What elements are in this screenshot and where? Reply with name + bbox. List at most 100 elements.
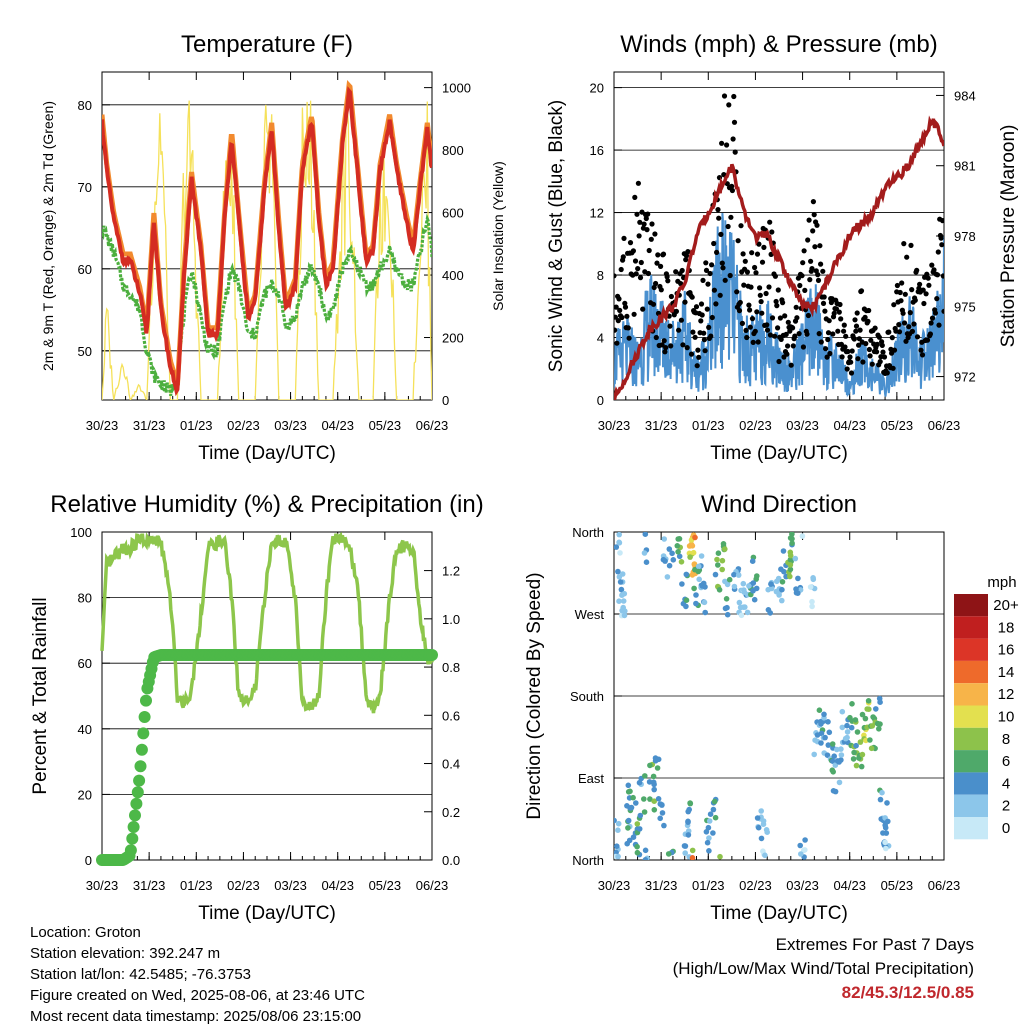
- gust-point: [662, 349, 668, 355]
- gust-point: [924, 271, 930, 277]
- gust-point: [748, 284, 754, 290]
- gust-point: [737, 299, 743, 306]
- extremes-values: 82/45.3/12.5/0.85: [841, 983, 974, 1002]
- legend-swatch: [954, 727, 988, 751]
- wind-direction-point: [625, 817, 632, 824]
- gust-point: [717, 292, 723, 298]
- direction-xtick-label: 06/23: [928, 878, 961, 893]
- wind-direction-point: [798, 851, 804, 857]
- wind-direction-point: [750, 580, 757, 586]
- gust-point: [877, 359, 883, 365]
- gust-point: [831, 310, 837, 316]
- gust-point: [721, 93, 728, 99]
- wind-direction-point: [626, 837, 633, 844]
- total-rainfall-point: [130, 797, 143, 810]
- gust-point: [817, 243, 823, 249]
- wind-direction-point: [848, 724, 855, 731]
- winds-y2tick-label: 978: [954, 229, 976, 244]
- wind-direction-point: [614, 544, 620, 550]
- wind-direction-point: [661, 822, 667, 829]
- humidity-y2tick-label: 1.0: [442, 612, 460, 627]
- gust-point: [703, 267, 710, 273]
- gust-point: [740, 251, 746, 257]
- gust-point: [881, 354, 888, 360]
- wind-direction-point: [842, 735, 849, 742]
- gust-point: [901, 320, 908, 326]
- gust-point: [631, 311, 637, 317]
- wind-direction-point: [682, 843, 689, 849]
- gust-point: [749, 250, 755, 256]
- gust-point: [720, 265, 726, 271]
- wind-direction-point: [873, 706, 879, 712]
- wind-direction-point: [876, 726, 882, 732]
- wind-direction-point: [779, 586, 785, 593]
- wind-direction-point: [641, 550, 648, 556]
- legend-label: 10: [998, 709, 1015, 726]
- gust-point: [766, 284, 772, 290]
- gust-point: [785, 319, 791, 325]
- gust-point: [620, 254, 626, 260]
- legend-label: 20+: [993, 597, 1019, 614]
- direction-xtick-label: 04/23: [833, 878, 866, 893]
- direction-ytick-label: South: [570, 689, 604, 704]
- wind-direction-point: [679, 581, 685, 587]
- wind-direction-point: [787, 562, 794, 568]
- wind-direction-point: [865, 698, 872, 704]
- gust-point: [668, 343, 674, 349]
- wind-direction-point: [838, 746, 844, 752]
- gust-point: [618, 266, 624, 273]
- gust-point: [747, 324, 753, 330]
- legend-label: 0: [1002, 820, 1010, 837]
- gust-point: [783, 331, 789, 337]
- wind-direction-point: [614, 843, 620, 849]
- gust-point: [757, 285, 763, 291]
- wind-direction-point: [712, 814, 719, 821]
- dewpoint-line: [102, 213, 432, 397]
- winds-xtick-label: 01/23: [692, 418, 725, 433]
- gust-point: [706, 324, 712, 330]
- gust-point: [931, 267, 937, 273]
- wind-direction-point: [621, 612, 628, 619]
- gust-point: [857, 327, 863, 333]
- gust-point: [874, 349, 880, 355]
- wind-direction-point: [822, 734, 828, 741]
- wind-direction-point: [818, 730, 825, 737]
- winds-xtick-label: 30/23: [598, 418, 631, 433]
- gust-point: [874, 341, 880, 347]
- gust-point: [726, 102, 732, 108]
- gust-point: [736, 308, 743, 314]
- gust-point: [695, 347, 701, 353]
- wind-direction-point: [615, 568, 621, 575]
- wind-direction-point: [731, 571, 737, 578]
- gust-point: [653, 280, 659, 287]
- legend-label: 18: [998, 619, 1015, 636]
- gust-point: [856, 342, 862, 348]
- gust-point: [649, 221, 655, 227]
- wind-direction-point: [738, 612, 745, 619]
- wind-direction-point: [651, 798, 657, 804]
- direction-frame: [613, 531, 945, 861]
- wind-direction-point: [816, 707, 823, 713]
- wind-direction-point: [651, 786, 657, 793]
- legend-swatch: [954, 794, 988, 817]
- gust-point: [673, 269, 679, 275]
- wind-direction-point: [669, 550, 675, 557]
- gust-point: [780, 300, 786, 306]
- gust-point: [758, 299, 764, 305]
- wind-direction-point: [710, 830, 716, 836]
- gust-point: [792, 333, 798, 339]
- wind-direction-point: [760, 818, 767, 824]
- wind-direction-point: [787, 535, 794, 541]
- wind-direction-point: [659, 802, 665, 808]
- gust-point: [696, 354, 702, 360]
- gust-point: [641, 221, 647, 227]
- extremes-block: Extremes For Past 7 Days (High/Low/Max W…: [673, 933, 974, 1005]
- humidity-xtick-label: 06/23: [416, 878, 449, 893]
- gust-point: [856, 336, 862, 342]
- gust-point: [727, 272, 733, 279]
- wind-direction-point: [853, 742, 859, 749]
- gust-point: [752, 328, 758, 334]
- gust-point: [699, 312, 705, 318]
- gust-point: [940, 218, 944, 224]
- gust-point: [643, 215, 649, 222]
